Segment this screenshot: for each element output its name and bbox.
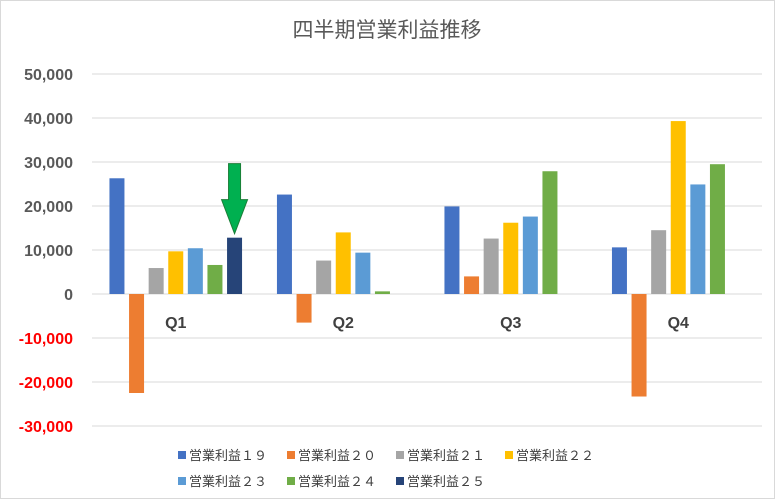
legend-swatch	[178, 477, 186, 485]
bar	[374, 291, 390, 294]
legend-swatch	[178, 451, 186, 459]
y-tick-label: -10,000	[19, 331, 73, 348]
bar	[542, 171, 558, 294]
x-tick-label: Q2	[333, 315, 354, 332]
annotation	[220, 163, 249, 236]
y-tick-label: -20,000	[19, 375, 73, 392]
bar	[355, 252, 371, 294]
legend-swatch	[396, 451, 404, 459]
bar	[464, 276, 480, 294]
gridlines	[92, 73, 762, 427]
bar	[227, 237, 243, 294]
bar	[148, 268, 164, 294]
legend-swatch	[505, 451, 513, 459]
legend-label: 営業利益２２	[516, 448, 594, 464]
bar	[670, 121, 686, 294]
bar	[187, 248, 203, 294]
bar	[631, 294, 647, 397]
green-down-arrow	[220, 163, 249, 236]
bar	[296, 294, 312, 323]
bar	[207, 264, 223, 294]
legend-swatch	[287, 451, 295, 459]
bars	[109, 121, 725, 397]
legend: 営業利益１９ 営業利益２０ 営業利益２１ 営業利益２２ 営業利益２３ 営業利益２４ 営業利益…	[178, 448, 594, 490]
x-tick-label: Q3	[500, 315, 521, 332]
chart-title: 四半期営業利益推移	[293, 18, 482, 42]
y-tick-label: 50,000	[24, 67, 73, 84]
legend-label: 営業利益２０	[298, 448, 376, 464]
y-tick-label: 40,000	[24, 111, 73, 128]
bar	[444, 206, 460, 294]
bar	[651, 230, 667, 294]
bar	[709, 164, 725, 294]
legend-label: 営業利益２３	[189, 474, 267, 490]
bar	[109, 178, 125, 294]
legend-label: 営業利益２５	[407, 474, 485, 490]
legend-label: 営業利益２１	[407, 448, 485, 464]
y-tick-label: 20,000	[24, 199, 73, 216]
bar	[690, 184, 706, 294]
y-tick-label: 0	[64, 287, 73, 304]
y-tick-label: 10,000	[24, 243, 73, 260]
bar	[522, 216, 538, 294]
bar	[276, 194, 292, 294]
y-tick-label: -30,000	[19, 419, 73, 436]
bar	[168, 251, 184, 294]
bar	[316, 260, 332, 294]
bar	[611, 247, 627, 294]
legend-swatch	[396, 477, 404, 485]
bar	[483, 238, 499, 294]
legend-swatch	[287, 477, 295, 485]
y-tick-label: 30,000	[24, 155, 73, 172]
x-axis: Q1 Q2 Q3 Q4	[165, 315, 689, 332]
bar	[335, 232, 351, 294]
legend-label: 営業利益２４	[298, 474, 376, 490]
bar	[503, 222, 519, 294]
y-axis: 50,000 40,000 30,000 20,000 10,000 0 -10,000 -2…	[19, 67, 73, 436]
x-tick-label: Q1	[165, 315, 186, 332]
legend-label: 営業利益１９	[189, 448, 267, 464]
bar	[129, 294, 145, 393]
x-tick-label: Q4	[668, 315, 689, 332]
